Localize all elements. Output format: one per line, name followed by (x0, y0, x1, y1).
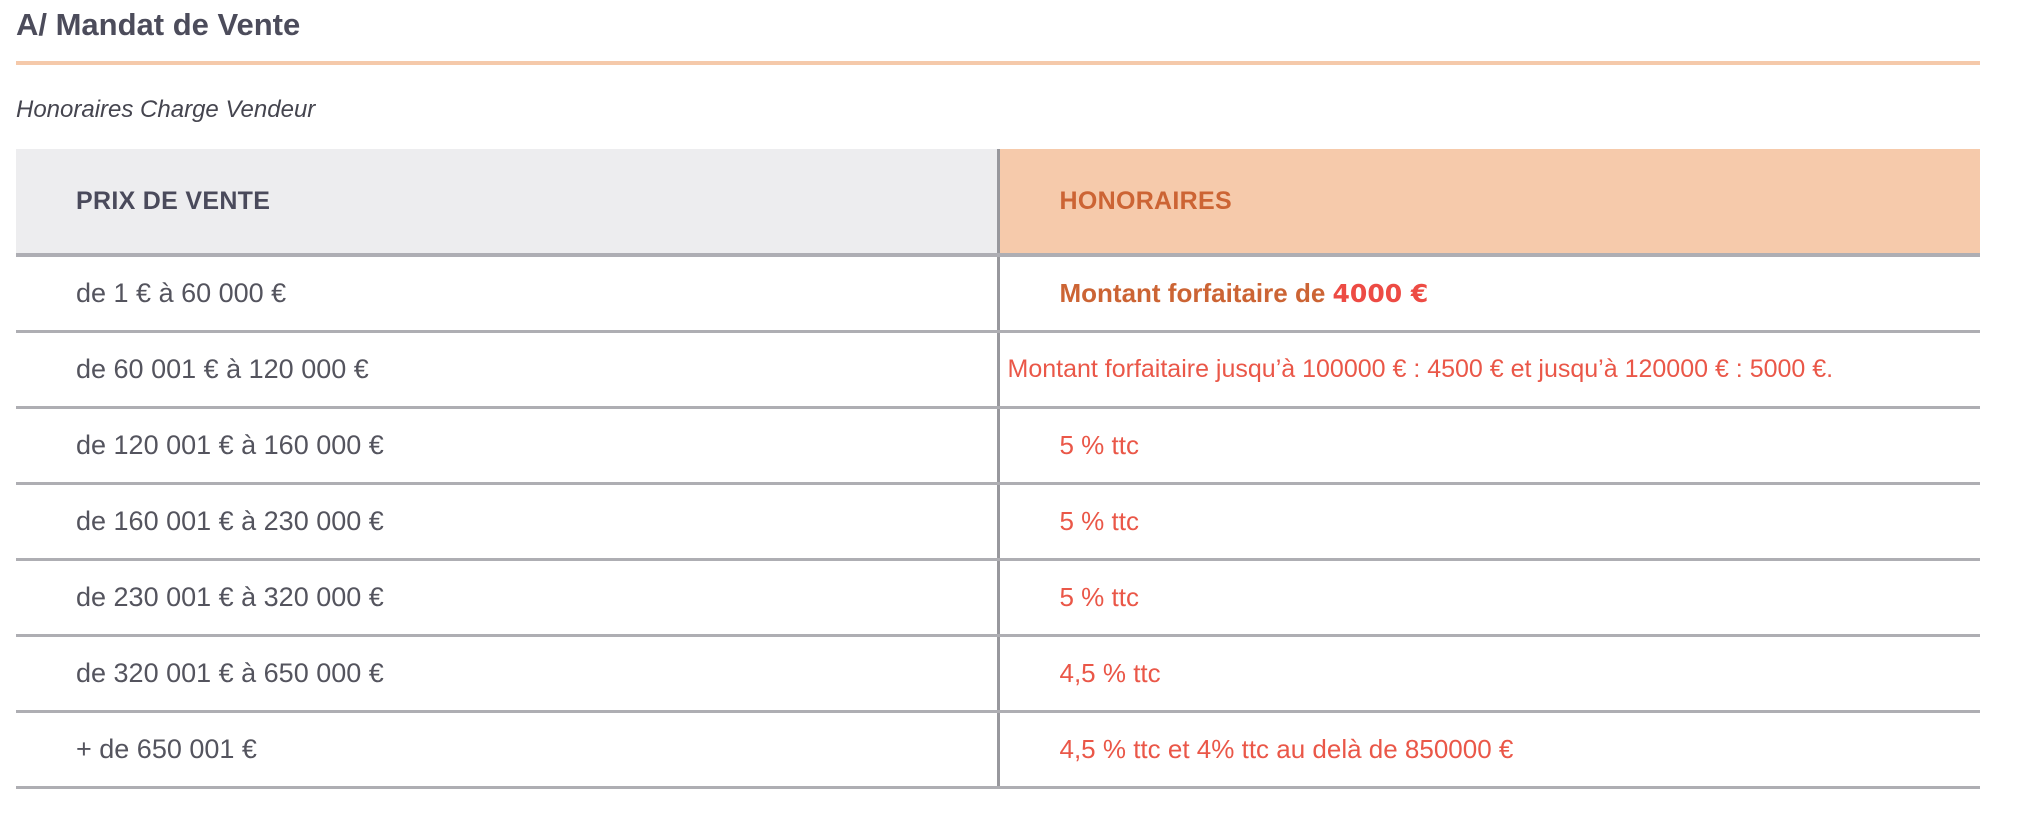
column-header-honoraires: HONORAIRES (996, 149, 1980, 258)
price-range: de 230 001 € à 320 000 € (16, 559, 998, 638)
price-range: de 320 001 € à 650 000 € (16, 635, 998, 714)
fee-label: Montant forfaitaire de (1059, 278, 1326, 309)
fees-table: PRIX DE VENTE HONORAIRES de 1 € à 60 000… (16, 149, 1980, 790)
price-range: de 160 001 € à 230 000 € (16, 483, 998, 562)
fee-amount: 4000 € (1332, 279, 1429, 309)
table-row: de 230 001 € à 320 000 € 5 % ttc (16, 559, 1980, 638)
table-row: de 120 001 € à 160 000 € 5 % ttc (16, 407, 1980, 486)
column-header-prix-de-vente: PRIX DE VENTE (16, 149, 998, 258)
page-title: A/ Mandat de Vente (16, 7, 301, 42)
page-subtitle: Honoraires Charge Vendeur (16, 96, 316, 124)
price-range: de 120 001 € à 160 000 € (16, 407, 998, 486)
table-row: + de 650 001 € 4,5 % ttc et 4% ttc au de… (16, 711, 1980, 790)
price-range: + de 650 001 € (16, 711, 998, 790)
title-accent-rule (16, 61, 1980, 66)
table-row: de 1 € à 60 000 € Montant forfaitaire de… (16, 255, 1980, 334)
table-row: de 60 001 € à 120 000 € Montant forfaita… (16, 331, 1980, 410)
table-header-row: PRIX DE VENTE HONORAIRES (16, 149, 1980, 258)
fee-value: 5 % ttc (996, 559, 1980, 638)
fee-value: 4,5 % ttc et 4% ttc au delà de 850000 € (996, 711, 1980, 790)
table-row: de 320 001 € à 650 000 € 4,5 % ttc (16, 635, 1980, 714)
fee-value: 5 % ttc (996, 483, 1980, 562)
fee-value: Montant forfaitaire de 4000 € (996, 255, 1980, 334)
fee-value: Montant forfaitaire jusqu’à 100000 € : 4… (996, 331, 1980, 410)
table-row: de 160 001 € à 230 000 € 5 % ttc (16, 483, 1980, 562)
fee-value: 4,5 % ttc (996, 635, 1980, 714)
price-range: de 60 001 € à 120 000 € (16, 331, 998, 410)
fees-page: A/ Mandat de Vente Honoraires Charge Ven… (16, 7, 1980, 790)
fee-value: 5 % ttc (996, 407, 1980, 486)
price-range: de 1 € à 60 000 € (16, 255, 998, 334)
